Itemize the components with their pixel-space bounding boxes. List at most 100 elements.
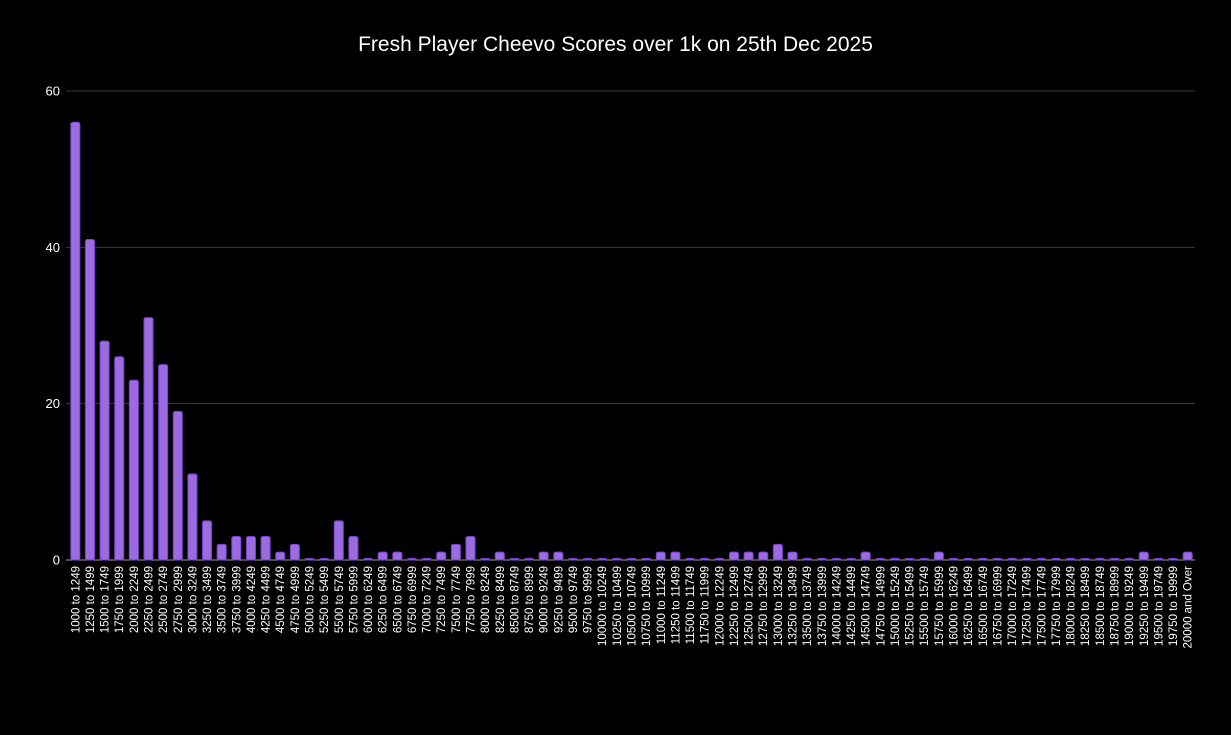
bar bbox=[1153, 558, 1164, 561]
x-tick-label: 19000 to 19249 bbox=[1124, 566, 1136, 646]
x-tick-label: 19750 to 19999 bbox=[1168, 566, 1180, 646]
bar bbox=[699, 558, 710, 561]
bar bbox=[480, 558, 491, 561]
bar bbox=[377, 551, 388, 561]
bar bbox=[436, 551, 447, 561]
bar bbox=[187, 473, 198, 561]
x-tick-label: 10750 to 10999 bbox=[641, 566, 653, 646]
x-tick-label: 12750 to 12999 bbox=[758, 566, 770, 646]
x-tick-label: 1000 to 1249 bbox=[70, 566, 82, 633]
x-axis-tick-labels: 1000 to 1249 1250 to 1499 1500 to 1749 1750… bbox=[70, 566, 1194, 649]
x-tick-label: 19500 to 19749 bbox=[1153, 566, 1165, 646]
bar bbox=[202, 520, 213, 561]
bar bbox=[143, 317, 154, 561]
bar bbox=[114, 356, 125, 561]
y-axis-tick-labels: 0 20 40 60 bbox=[46, 84, 60, 568]
bar bbox=[831, 558, 842, 561]
bar bbox=[70, 121, 81, 561]
x-tick-label: 11000 to 11249 bbox=[656, 566, 668, 644]
bar bbox=[846, 558, 857, 561]
bar bbox=[319, 558, 330, 561]
bar bbox=[99, 340, 110, 561]
x-tick-label: 3500 to 3749 bbox=[217, 566, 229, 633]
x-tick-label: 7000 to 7249 bbox=[422, 566, 434, 633]
x-tick-label: 2750 to 2999 bbox=[173, 566, 185, 633]
bar bbox=[728, 551, 739, 561]
bar bbox=[743, 551, 754, 561]
bar bbox=[1168, 558, 1179, 561]
bar bbox=[1036, 558, 1047, 561]
bar bbox=[816, 558, 827, 561]
x-tick-label: 6000 to 6249 bbox=[363, 566, 375, 633]
x-tick-label: 6500 to 6749 bbox=[392, 566, 404, 633]
x-tick-label: 13500 to 13749 bbox=[802, 566, 814, 646]
x-tick-label: 17000 to 17249 bbox=[1007, 566, 1019, 646]
bar bbox=[1050, 558, 1061, 561]
x-tick-label: 3750 to 3999 bbox=[231, 566, 243, 633]
x-tick-label: 4000 to 4249 bbox=[246, 566, 258, 633]
x-tick-label: 18500 to 18749 bbox=[1095, 566, 1107, 646]
x-tick-label: 8250 to 8499 bbox=[495, 566, 507, 633]
x-tick-label: 3250 to 3499 bbox=[202, 566, 214, 633]
x-tick-label: 2500 to 2749 bbox=[158, 566, 170, 633]
bar bbox=[84, 239, 95, 561]
x-tick-label: 14500 to 14749 bbox=[861, 566, 873, 646]
x-tick-label: 18750 to 18999 bbox=[1110, 566, 1122, 646]
chart-title: Fresh Player Cheevo Scores over 1k on 25… bbox=[358, 33, 873, 56]
x-tick-label: 7750 to 7999 bbox=[466, 566, 478, 633]
bar bbox=[685, 558, 696, 561]
x-tick-label: 16500 to 16749 bbox=[978, 566, 990, 646]
x-tick-label: 11750 to 11999 bbox=[700, 566, 712, 644]
bar bbox=[1124, 558, 1135, 561]
bar bbox=[860, 551, 871, 561]
x-tick-label: 12250 to 12499 bbox=[729, 566, 741, 646]
bar bbox=[904, 558, 915, 561]
bar bbox=[524, 558, 535, 561]
bar bbox=[289, 543, 300, 561]
x-tick-label: 6250 to 6499 bbox=[378, 566, 390, 633]
bar bbox=[597, 558, 608, 561]
bar bbox=[363, 558, 374, 561]
bar bbox=[450, 543, 461, 561]
x-tick-label: 11500 to 11749 bbox=[685, 566, 697, 644]
x-tick-label: 14000 to 14249 bbox=[831, 566, 843, 646]
x-tick-label: 5250 to 5499 bbox=[319, 566, 331, 633]
bar bbox=[348, 536, 359, 561]
bar bbox=[245, 536, 256, 561]
x-tick-label: 9750 to 9999 bbox=[583, 566, 595, 633]
y-tick-label: 20 bbox=[46, 396, 60, 411]
x-tick-label: 17750 to 17999 bbox=[1051, 566, 1063, 646]
x-tick-label: 9000 to 9249 bbox=[539, 566, 551, 633]
x-tick-label: 7500 to 7749 bbox=[451, 566, 463, 633]
x-tick-label: 17500 to 17749 bbox=[1036, 566, 1048, 646]
bar bbox=[641, 558, 652, 561]
bar bbox=[1080, 558, 1091, 561]
bar bbox=[977, 558, 988, 561]
x-tick-label: 6750 to 6999 bbox=[407, 566, 419, 633]
gridlines bbox=[66, 90, 1195, 561]
x-tick-label: 8000 to 8249 bbox=[480, 566, 492, 633]
bar bbox=[494, 551, 505, 561]
bar bbox=[421, 558, 432, 561]
x-tick-label: 5500 to 5749 bbox=[334, 566, 346, 633]
x-tick-label: 9250 to 9499 bbox=[553, 566, 565, 633]
x-tick-label: 19250 to 19499 bbox=[1139, 566, 1151, 646]
bar bbox=[933, 551, 944, 561]
bar bbox=[275, 551, 286, 561]
bar bbox=[406, 558, 417, 561]
x-tick-label: 18250 to 18499 bbox=[1080, 566, 1092, 646]
x-tick-label: 14750 to 14999 bbox=[875, 566, 887, 646]
x-tick-label: 15250 to 15499 bbox=[905, 566, 917, 646]
x-tick-label: 14250 to 14499 bbox=[846, 566, 858, 646]
x-tick-label: 10000 to 10249 bbox=[597, 566, 609, 646]
x-tick-label: 15750 to 15999 bbox=[934, 566, 946, 646]
bar bbox=[392, 551, 403, 561]
x-tick-label: 20000 and Over bbox=[1183, 566, 1195, 649]
x-tick-label: 17250 to 17499 bbox=[1022, 566, 1034, 646]
bar bbox=[231, 536, 242, 561]
bar bbox=[758, 551, 769, 561]
bar bbox=[670, 551, 681, 561]
x-tick-label: 11250 to 11499 bbox=[670, 566, 682, 644]
